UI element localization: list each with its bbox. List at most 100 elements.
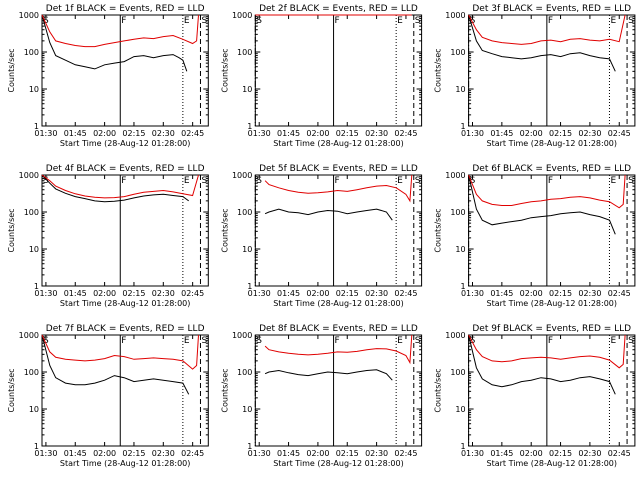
y-tick-label: 1000	[19, 171, 39, 180]
time-marker-label: E	[610, 176, 616, 186]
x-tick-label: 01:30	[461, 289, 484, 298]
series-line-events	[468, 14, 616, 72]
time-marker-label: E	[184, 176, 190, 186]
time-marker-label: E	[397, 176, 403, 186]
x-tick-label: 02:15	[549, 449, 572, 458]
x-tick-label: 01:30	[248, 449, 271, 458]
x-tick-label: 02:15	[549, 289, 572, 298]
y-tick-label: 10	[242, 245, 252, 254]
y-tick-label: 10	[29, 245, 39, 254]
time-marker-label: F	[548, 176, 553, 186]
x-tick-label: 02:30	[578, 289, 601, 298]
time-marker-label: F	[121, 16, 126, 26]
x-tick-label: 02:00	[306, 289, 329, 298]
chart-panel-8: Det 8f BLACK = Events, RED = LLD 1 10 100 10…	[220, 324, 423, 468]
y-tick-label: 1	[461, 282, 466, 291]
x-tick-label: 02:00	[93, 129, 116, 138]
x-tick-label: 02:45	[608, 289, 631, 298]
x-tick-label: 02:15	[122, 289, 145, 298]
time-marker-label: S	[415, 16, 421, 26]
y-tick-label: 10	[455, 245, 465, 254]
x-tick-label: 01:30	[461, 129, 484, 138]
y-axis-label: Counts/sec	[7, 368, 16, 412]
time-marker-label: S	[256, 176, 262, 186]
time-marker-label: S	[256, 336, 262, 346]
x-tick-label: 02:00	[520, 129, 543, 138]
y-tick-label: 100	[237, 48, 252, 57]
time-marker-label: S	[628, 336, 634, 346]
plot-frame	[41, 14, 209, 127]
time-marker-label: S	[256, 16, 262, 26]
y-tick-label: 1	[247, 282, 252, 291]
x-axis-label: Start Time (28-Aug-12 01:28:00)	[60, 139, 191, 148]
y-axis-label: Counts/sec	[7, 208, 16, 252]
chart-title: Det 7f BLACK = Events, RED = LLD	[46, 324, 205, 334]
y-tick-label: 10	[29, 85, 39, 94]
time-marker-label: S	[470, 336, 476, 346]
time-marker-label: E	[184, 336, 190, 346]
time-marker-label: E	[184, 16, 190, 26]
series-line-events	[468, 174, 616, 235]
x-axis-label: Start Time (28-Aug-12 01:28:00)	[487, 459, 618, 468]
x-axis-label: Start Time (28-Aug-12 01:28:00)	[487, 299, 618, 308]
y-tick-label: 1	[247, 442, 252, 451]
plot-frame	[254, 174, 423, 287]
y-tick-label: 100	[24, 208, 39, 217]
x-tick-label: 02:30	[578, 129, 601, 138]
x-tick-label: 02:15	[336, 289, 359, 298]
x-tick-label: 02:00	[93, 449, 116, 458]
chart-title: Det 6f BLACK = Events, RED = LLD	[472, 164, 631, 174]
x-tick-label: 01:30	[248, 129, 271, 138]
y-tick-label: 1	[247, 122, 252, 131]
y-tick-label: 1	[34, 122, 39, 131]
chart-title: Det 4f BLACK = Events, RED = LLD	[46, 164, 205, 174]
chart-title: Det 1f BLACK = Events, RED = LLD	[46, 4, 205, 14]
time-marker-label: E	[610, 16, 616, 26]
x-tick-label: 02:30	[365, 449, 388, 458]
time-marker-label: S	[470, 176, 476, 186]
plot-frame	[468, 174, 636, 287]
series-line-lld	[264, 334, 413, 365]
x-tick-label: 02:45	[608, 129, 631, 138]
time-marker-label: S	[43, 176, 49, 186]
x-axis-label: Start Time (28-Aug-12 01:28:00)	[273, 139, 404, 148]
y-axis-label: Counts/sec	[434, 48, 443, 92]
x-tick-label: 01:30	[248, 289, 271, 298]
chart-panel-4: Det 4f BLACK = Events, RED = LLD 1 10 100 10…	[7, 164, 209, 308]
time-marker-label: S	[470, 16, 476, 26]
time-marker-label: S	[628, 176, 634, 186]
x-tick-label: 01:45	[277, 449, 300, 458]
time-marker-label: F	[335, 336, 340, 346]
chart-title: Det 2f BLACK = Events, RED = LLD	[259, 4, 418, 14]
y-axis-label: Counts/sec	[434, 368, 443, 412]
y-tick-label: 1000	[232, 11, 252, 20]
time-marker-label: F	[335, 176, 340, 186]
x-tick-label: 01:30	[34, 449, 57, 458]
series-line-lld	[264, 174, 413, 203]
series-line-events	[264, 369, 393, 381]
y-tick-label: 100	[24, 48, 39, 57]
time-marker-label: E	[397, 16, 403, 26]
x-tick-label: 01:45	[277, 129, 300, 138]
plot-frame	[468, 14, 636, 127]
chart-title: Det 5f BLACK = Events, RED = LLD	[259, 164, 418, 174]
chart-title: Det 3f BLACK = Events, RED = LLD	[472, 4, 631, 14]
x-tick-label: 02:15	[122, 129, 145, 138]
time-marker-label: S	[43, 16, 49, 26]
x-tick-label: 02:45	[394, 289, 417, 298]
y-tick-label: 1000	[445, 11, 465, 20]
x-tick-label: 02:00	[93, 289, 116, 298]
series-line-events	[41, 14, 188, 72]
y-axis-label: Counts/sec	[220, 368, 229, 412]
series-line-events	[41, 174, 189, 203]
x-tick-label: 01:30	[34, 129, 57, 138]
y-tick-label: 1	[34, 282, 39, 291]
y-tick-label: 100	[237, 368, 252, 377]
time-marker-label: S	[628, 16, 634, 26]
time-marker-label: F	[335, 16, 340, 26]
x-tick-label: 01:45	[490, 289, 513, 298]
x-axis-label: Start Time (28-Aug-12 01:28:00)	[273, 299, 404, 308]
chart-title: Det 9f BLACK = Events, RED = LLD	[472, 324, 631, 334]
series-line-lld	[41, 14, 199, 48]
y-tick-label: 1	[461, 442, 466, 451]
